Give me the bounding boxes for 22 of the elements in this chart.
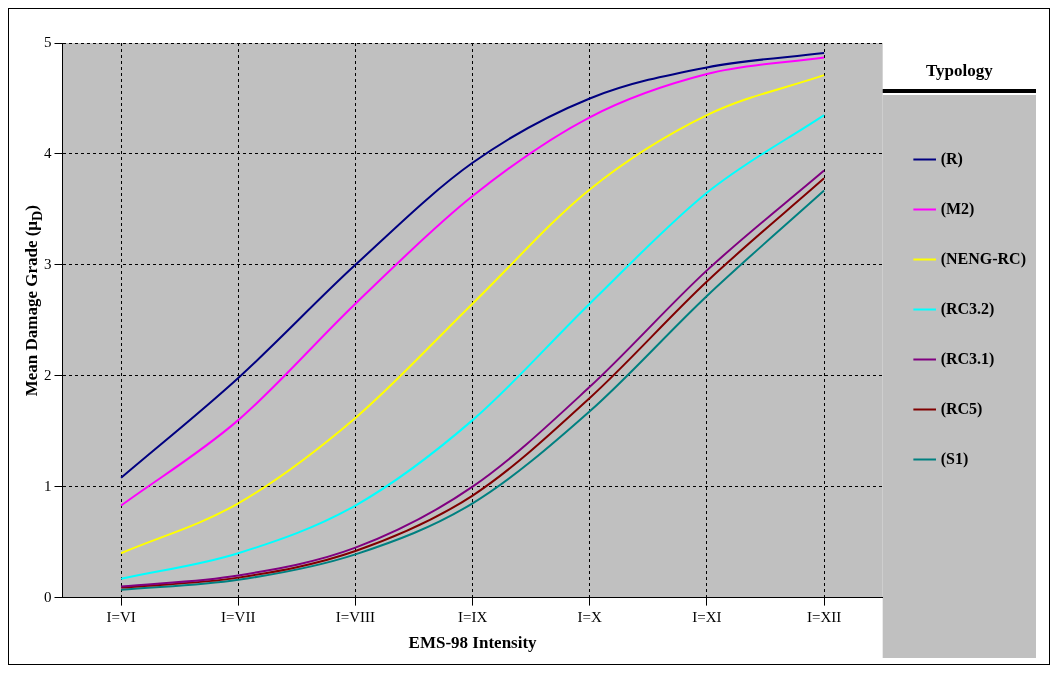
x-tick-label: I=XII — [806, 608, 842, 625]
x-tick-label: I=X — [577, 608, 603, 625]
y-tick-label: 2 — [44, 366, 52, 383]
x-tick-label: I=XI — [692, 608, 722, 625]
y-tick-label: 5 — [44, 33, 52, 50]
legend-label: (RC3.1) — [940, 349, 995, 368]
x-tick-label: I=VII — [221, 608, 256, 625]
y-tick-label: 3 — [44, 255, 52, 272]
x-axis-title: EMS-98 Intensity — [408, 633, 538, 653]
x-tick-label: I=VIII — [335, 608, 376, 625]
legend-label: (S1) — [940, 449, 969, 468]
x-tick-label: I=VI — [106, 608, 136, 625]
legend-label: (NENG-RC) — [940, 249, 1027, 268]
legend-label: (RC5) — [940, 399, 983, 418]
x-tick-label: I=IX — [457, 608, 488, 625]
y-tick-label: 4 — [44, 144, 52, 161]
y-tick-label: 1 — [44, 477, 52, 494]
legend-label: (M2) — [940, 199, 975, 218]
legend-title: Typology — [925, 60, 994, 80]
legend-label: (R) — [940, 149, 963, 168]
y-tick-label: 0 — [44, 588, 52, 605]
legend-label: (RC3.2) — [940, 299, 995, 318]
